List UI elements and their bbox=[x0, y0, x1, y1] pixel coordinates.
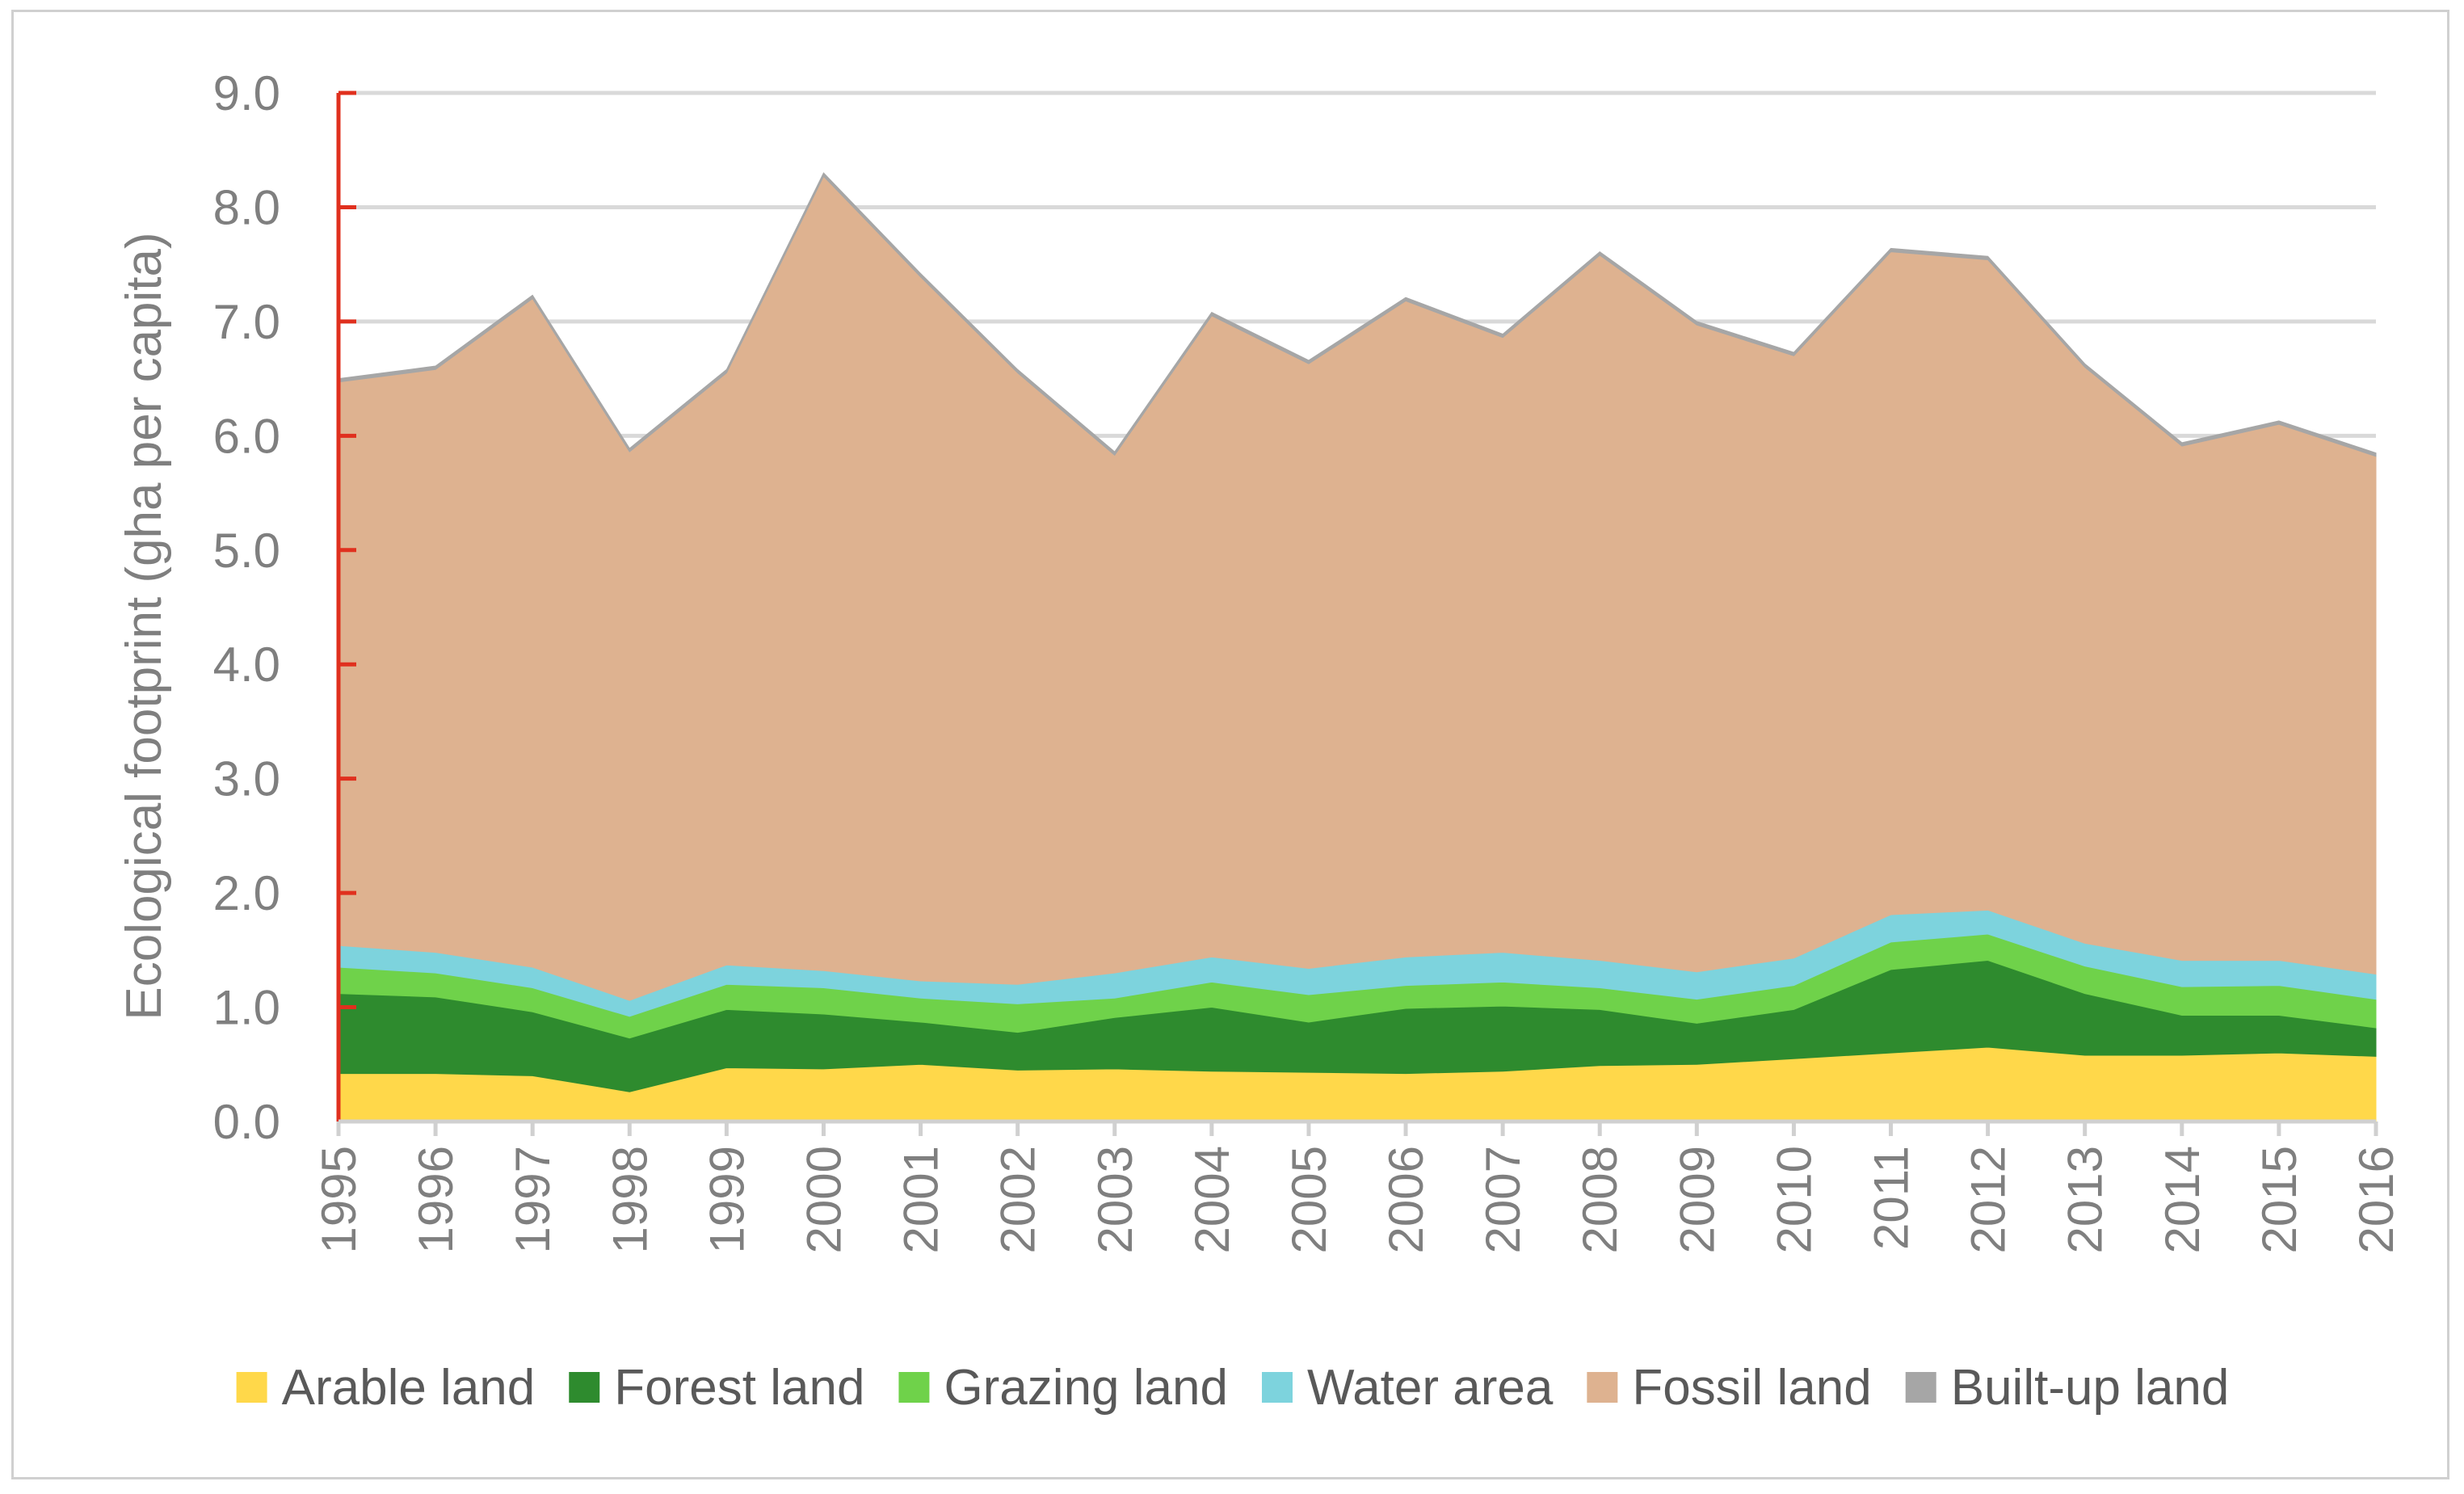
legend-item-built-up-land: Built-up land bbox=[1905, 1360, 2230, 1416]
legend-swatch bbox=[898, 1372, 930, 1403]
x-tick-label: 2012 bbox=[1962, 1146, 2016, 1253]
legend: Arable land Forest land Grazing land Water … bbox=[236, 1360, 2230, 1416]
legend-item-grazing-land: Grazing land bbox=[898, 1360, 1228, 1416]
y-tick-label: 1.0 bbox=[213, 981, 280, 1035]
legend-label: Water area bbox=[1307, 1360, 1554, 1416]
x-tick-label: 1998 bbox=[603, 1146, 657, 1253]
legend-swatch bbox=[236, 1372, 267, 1403]
series-areas bbox=[338, 172, 2377, 1122]
x-tick-label: 2003 bbox=[1088, 1146, 1142, 1253]
legend-label: Grazing land bbox=[944, 1360, 1228, 1416]
axes bbox=[336, 90, 2378, 1136]
x-tick-label: 2002 bbox=[991, 1146, 1045, 1253]
legend-item-water-area: Water area bbox=[1261, 1360, 1554, 1416]
y-tick-label: 8.0 bbox=[213, 180, 280, 234]
legend-label: Built-up land bbox=[1951, 1360, 2230, 1416]
x-tick-label: 2005 bbox=[1282, 1146, 1336, 1253]
x-tick-label: 2007 bbox=[1476, 1146, 1530, 1253]
legend-swatch bbox=[569, 1372, 600, 1403]
chart-frame: 0.0 1.0 2.0 3.0 4.0 5.0 6.0 7.0 8.0 9.0 1995 1996 1… bbox=[11, 10, 2449, 1479]
x-tick-label: 2014 bbox=[2155, 1146, 2210, 1253]
legend-label: Forest land bbox=[614, 1360, 864, 1416]
y-tick-label: 5.0 bbox=[213, 524, 280, 578]
y-tick-label: 9.0 bbox=[213, 66, 280, 120]
y-axis-title: Ecological footprint (gha per capita) bbox=[116, 232, 172, 1020]
y-tick-label: 6.0 bbox=[213, 409, 280, 463]
x-tick-label: 1997 bbox=[506, 1146, 560, 1253]
x-tick-label: 2013 bbox=[2058, 1146, 2113, 1253]
legend-swatch bbox=[1905, 1372, 1936, 1403]
x-tick-label: 2008 bbox=[1573, 1146, 1627, 1253]
x-tick-labels: 1995 1996 1997 1998 1999 2000 2001 2002 2003 2004… bbox=[312, 1146, 2403, 1253]
x-tick-label: 2001 bbox=[894, 1146, 948, 1253]
legend-item-fossil-land: Fossil land bbox=[1587, 1360, 1872, 1416]
x-tick-label: 2009 bbox=[1670, 1146, 1724, 1253]
y-tick-label: 2.0 bbox=[213, 866, 280, 920]
y-tick-label: 3.0 bbox=[213, 752, 280, 806]
legend-label: Arable land bbox=[282, 1360, 536, 1416]
area-built-up-land bbox=[338, 172, 2377, 457]
area-fossil-land bbox=[338, 175, 2377, 1001]
x-tick-label: 2011 bbox=[1865, 1146, 1919, 1250]
y-tick-label: 7.0 bbox=[213, 295, 280, 349]
x-tick-label: 2016 bbox=[2349, 1146, 2403, 1253]
y-tick-label: 4.0 bbox=[213, 638, 280, 692]
legend-swatch bbox=[1587, 1372, 1618, 1403]
y-tick-labels: 0.0 1.0 2.0 3.0 4.0 5.0 6.0 7.0 8.0 9.0 bbox=[213, 66, 280, 1149]
x-tick-label: 1999 bbox=[700, 1146, 754, 1253]
x-tick-label: 1995 bbox=[312, 1146, 366, 1253]
legend-item-arable-land: Arable land bbox=[236, 1360, 536, 1416]
stacked-area-chart: 0.01.02.03.04.05.06.07.08.09.0 1995 1996 1… bbox=[116, 66, 2403, 1416]
x-tick-label: 2000 bbox=[797, 1146, 851, 1253]
x-tick-label: 1996 bbox=[409, 1146, 463, 1253]
legend-swatch bbox=[1261, 1372, 1293, 1403]
x-tick-label: 2010 bbox=[1767, 1146, 1821, 1253]
x-tick-label: 2004 bbox=[1185, 1146, 1239, 1253]
legend-item-forest-land: Forest land bbox=[569, 1360, 864, 1416]
legend-label: Fossil land bbox=[1632, 1360, 1871, 1416]
y-tick-label: 0.0 bbox=[213, 1095, 280, 1149]
x-tick-label: 2006 bbox=[1379, 1146, 1433, 1253]
x-tick-label: 2015 bbox=[2252, 1146, 2306, 1253]
